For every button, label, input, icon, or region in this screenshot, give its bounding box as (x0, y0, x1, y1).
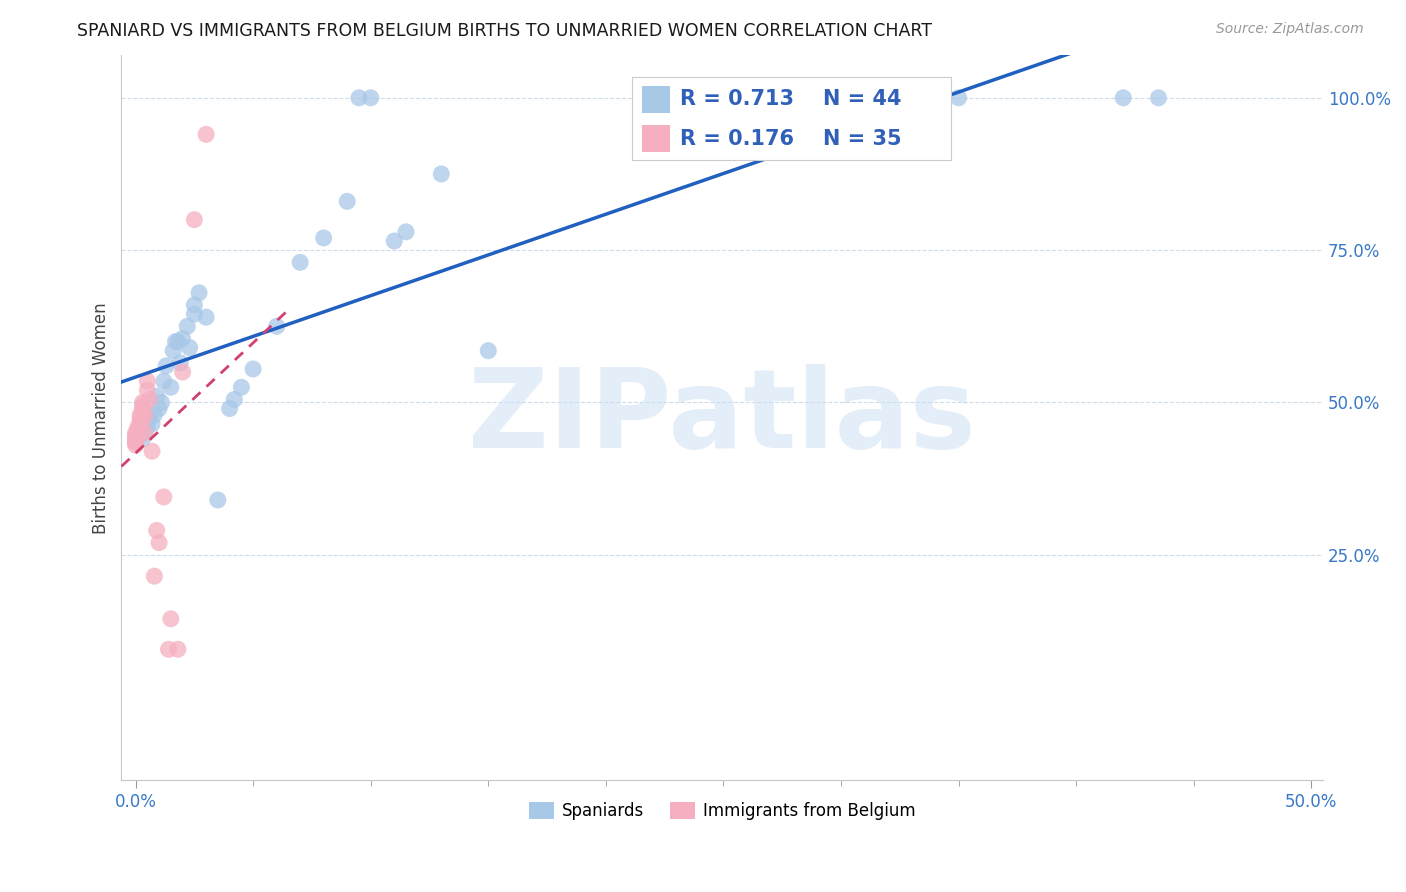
Point (124, 435, 146, 450)
Point (157, 642, 180, 657)
Point (395, 225, 418, 239)
Point (242, 362, 264, 376)
Point (129, 408, 152, 422)
Point (165, 334, 187, 349)
Point (141, 417, 163, 431)
Point (134, 425, 156, 440)
Point (129, 410, 152, 425)
Point (127, 429, 149, 443)
Point (148, 401, 170, 416)
Legend: Spaniards, Immigrants from Belgium: Spaniards, Immigrants from Belgium (523, 795, 922, 826)
Point (1147, 91, 1170, 105)
Point (152, 374, 174, 388)
Point (183, 298, 205, 312)
Text: ZIPatlas: ZIPatlas (468, 364, 976, 471)
Point (948, 91, 970, 105)
Point (124, 425, 146, 440)
Point (167, 334, 190, 349)
Point (136, 420, 159, 434)
Point (129, 414, 152, 428)
Point (477, 343, 499, 358)
Point (124, 429, 146, 443)
Point (430, 167, 453, 181)
Point (176, 319, 198, 334)
Point (131, 399, 153, 413)
Point (143, 408, 166, 422)
Point (138, 410, 160, 425)
Point (136, 384, 159, 398)
Point (172, 365, 194, 379)
Point (347, 91, 370, 105)
Point (195, 128, 218, 142)
Text: Source: ZipAtlas.com: Source: ZipAtlas.com (1216, 22, 1364, 37)
Point (195, 310, 218, 325)
Point (124, 432, 146, 446)
Y-axis label: Births to Unmarried Women: Births to Unmarried Women (93, 301, 110, 533)
Point (224, 392, 246, 407)
Point (167, 642, 190, 657)
Point (143, 569, 166, 583)
Point (131, 414, 153, 428)
Point (131, 423, 153, 437)
Point (207, 493, 229, 508)
Point (312, 231, 335, 245)
Point (145, 389, 167, 403)
Point (127, 420, 149, 434)
Point (336, 194, 359, 209)
Point (162, 343, 184, 358)
Point (169, 356, 191, 370)
Point (148, 535, 170, 549)
Point (183, 212, 205, 227)
Point (131, 395, 153, 409)
Point (159, 612, 181, 626)
Point (124, 432, 146, 446)
Point (218, 401, 240, 416)
Point (134, 408, 156, 422)
Point (288, 255, 311, 269)
Text: SPANIARD VS IMMIGRANTS FROM BELGIUM BIRTHS TO UNMARRIED WOMEN CORRELATION CHART: SPANIARD VS IMMIGRANTS FROM BELGIUM BIRT… (77, 22, 932, 40)
Point (131, 432, 153, 446)
Point (134, 420, 156, 434)
Point (152, 490, 174, 504)
Point (266, 319, 288, 334)
Point (188, 285, 211, 300)
Point (124, 429, 146, 443)
Point (155, 359, 177, 373)
Point (150, 395, 173, 409)
Point (360, 91, 382, 105)
Point (138, 392, 160, 407)
Point (179, 341, 201, 355)
Point (136, 374, 159, 388)
Point (124, 438, 146, 452)
Point (900, 91, 922, 105)
Point (145, 524, 167, 538)
Point (183, 307, 205, 321)
Point (172, 331, 194, 345)
Point (382, 234, 405, 248)
Point (134, 425, 156, 440)
Point (124, 435, 146, 450)
Point (141, 444, 163, 458)
Point (159, 380, 181, 394)
Point (131, 401, 153, 416)
Point (127, 425, 149, 440)
Point (127, 423, 149, 437)
Point (1112, 91, 1135, 105)
Point (231, 380, 253, 394)
